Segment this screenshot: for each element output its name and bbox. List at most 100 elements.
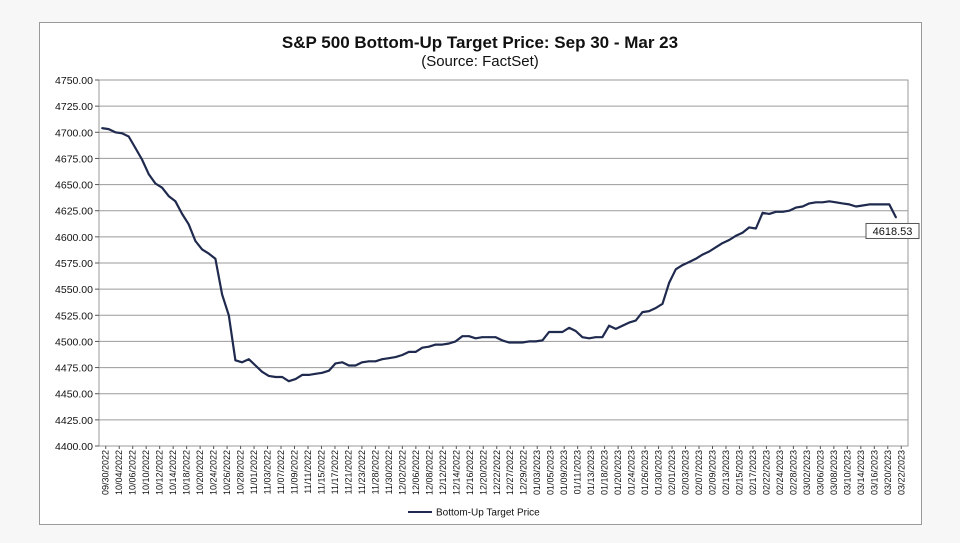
x-tick-label: 03/10/2023	[842, 450, 852, 495]
x-tick-label: 11/03/2022	[263, 450, 273, 494]
chart-subtitle: (Source: FactSet)	[421, 53, 539, 70]
x-tick-label: 10/24/2022	[209, 450, 219, 495]
data-point	[161, 186, 164, 189]
x-tick-label: 10/04/2022	[114, 450, 124, 495]
x-tick-label: 10/06/2022	[128, 450, 138, 495]
data-point	[388, 357, 390, 360]
data-point	[654, 307, 657, 309]
data-point	[808, 202, 811, 205]
y-tick-label: 4550.00	[55, 284, 93, 296]
data-point	[147, 173, 150, 176]
data-point	[287, 380, 290, 383]
data-point	[368, 360, 370, 363]
data-point	[634, 319, 637, 322]
data-point	[267, 375, 270, 377]
data-point	[154, 182, 157, 185]
data-point	[428, 345, 430, 348]
data-point	[828, 200, 831, 203]
data-point	[621, 324, 624, 327]
x-tick-label: 10/28/2022	[236, 450, 246, 495]
data-point	[514, 341, 517, 344]
data-point	[321, 371, 324, 374]
x-tick-label: 02/01/2023	[667, 450, 677, 495]
y-tick-label: 4525.00	[55, 310, 93, 322]
data-point	[694, 257, 697, 260]
x-tick-label: 11/15/2022	[316, 450, 326, 494]
data-point	[528, 340, 530, 343]
x-tick-label: 03/02/2023	[802, 450, 812, 495]
data-point	[855, 205, 857, 208]
data-point	[121, 132, 123, 135]
data-point	[307, 374, 310, 376]
x-tick-label: 10/14/2022	[168, 450, 178, 495]
data-point	[708, 250, 711, 253]
y-tick-label: 4400.00	[55, 441, 93, 453]
data-point	[314, 372, 317, 375]
x-tick-label: 12/22/2022	[492, 450, 502, 495]
data-point	[614, 328, 617, 330]
data-point	[881, 203, 884, 206]
x-tick-label: 10/18/2022	[182, 450, 192, 495]
data-point	[361, 361, 364, 364]
data-point	[247, 358, 250, 361]
legend: Bottom-Up Target Price	[408, 508, 540, 519]
data-point	[227, 314, 230, 317]
data-point	[261, 370, 263, 373]
x-tick-label: 02/24/2023	[775, 450, 785, 495]
data-point	[474, 337, 477, 340]
data-point	[441, 343, 444, 346]
y-tick-label: 4575.00	[55, 258, 93, 270]
data-point	[841, 202, 844, 205]
x-tick-label: 03/16/2023	[869, 450, 879, 495]
data-point	[755, 227, 757, 230]
data-point	[274, 376, 277, 378]
x-tick-label: 02/07/2023	[694, 450, 704, 495]
data-point	[568, 326, 570, 329]
data-point	[648, 310, 650, 312]
data-point	[468, 335, 470, 338]
data-point	[574, 330, 577, 332]
data-point	[394, 356, 397, 358]
data-point	[848, 203, 851, 206]
data-point	[508, 341, 510, 344]
data-point	[681, 264, 684, 266]
x-tick-label: 12/12/2022	[438, 450, 448, 495]
data-point	[781, 210, 784, 213]
chart-title: S&P 500 Bottom-Up Target Price: Sep 30 -…	[282, 33, 678, 52]
x-tick-label: 10/20/2022	[195, 450, 205, 495]
gridlines	[98, 79, 909, 447]
data-label: 4618.53	[873, 226, 913, 238]
data-point	[461, 335, 464, 338]
y-tick-label: 4500.00	[55, 336, 93, 348]
data-point	[107, 128, 110, 131]
data-point	[414, 351, 417, 353]
y-tick-label: 4450.00	[55, 389, 93, 401]
y-tick-label: 4675.00	[55, 153, 93, 165]
x-tick-label: 01/24/2023	[627, 450, 637, 495]
data-point	[488, 336, 490, 339]
data-point	[481, 336, 484, 339]
x-tick-label: 01/26/2023	[640, 450, 650, 495]
x-tick-label: 10/26/2022	[222, 450, 232, 495]
data-point	[194, 240, 197, 242]
x-tick-label: 10/10/2022	[141, 450, 151, 495]
data-point	[434, 343, 437, 346]
x-tick-label: 03/08/2023	[829, 450, 839, 495]
series-group: 4618.53	[101, 127, 920, 383]
x-tick-label: 11/28/2022	[370, 450, 380, 494]
data-point	[561, 331, 564, 333]
data-point	[207, 252, 210, 255]
data-point	[181, 213, 184, 215]
data-point	[501, 339, 504, 342]
x-tick-label: 11/17/2022	[330, 450, 340, 494]
legend-label: Bottom-Up Target Price	[436, 508, 540, 519]
data-point	[134, 147, 137, 149]
x-tick-label: 11/11/2022	[303, 450, 313, 494]
data-point	[141, 158, 143, 161]
x-tick-label: 12/16/2022	[465, 450, 475, 495]
data-point	[815, 201, 817, 204]
x-tick-label: 11/09/2022	[290, 450, 300, 494]
data-point	[421, 346, 424, 349]
data-point	[728, 239, 731, 241]
